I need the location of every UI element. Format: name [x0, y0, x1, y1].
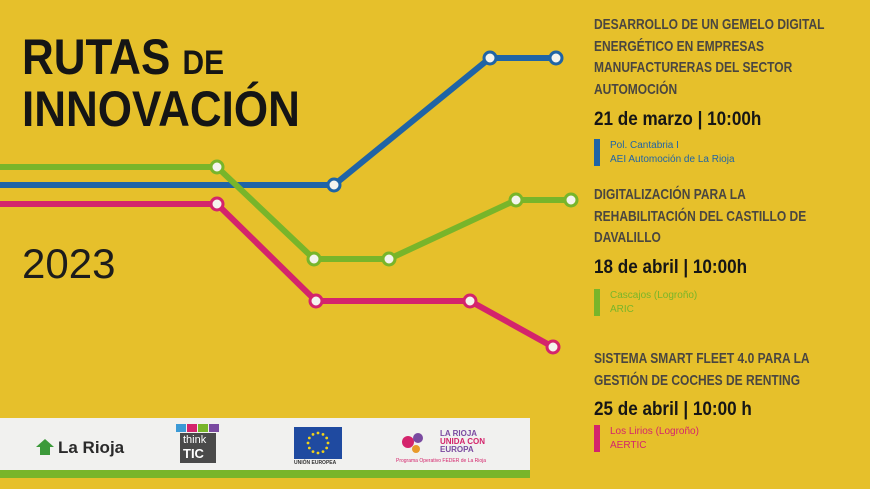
think-text: think [183, 434, 207, 446]
feder-logo: LA RIOJA UNIDA CON EUROPA [440, 430, 485, 454]
think-tic-logo: think TIC [176, 424, 220, 464]
title-connector: DE [182, 44, 225, 82]
stop [326, 177, 342, 193]
feder-caption: Programa Operativo FEDER de La Rioja [396, 458, 487, 464]
stop [381, 251, 397, 267]
event-place: Pol. Cantabria I [610, 140, 679, 151]
blue-route [0, 55, 556, 188]
green-route [0, 164, 571, 262]
feder-icon [402, 433, 423, 453]
event-title-line: DAVALILLO [594, 229, 661, 246]
event-title-line: REHABILITACIÓN DEL CASTILLO DE [594, 207, 807, 225]
title-line: INNOVACIÓN [22, 81, 300, 137]
event-title-line: GESTIÓN DE COCHES DE RENTING [594, 371, 801, 389]
title-part: RUTAS DE [22, 28, 224, 86]
event-color-bar [594, 425, 600, 452]
stop [306, 251, 322, 267]
year: 2023 [22, 240, 116, 287]
title-line: RUTAS [22, 29, 171, 85]
event-place: AEI Automoción de La Rioja [610, 153, 735, 165]
event-date: 21 de marzo | 10:00h [594, 109, 762, 130]
la-rioja-icon [36, 439, 54, 455]
stop [462, 293, 478, 309]
event-color-bar [594, 289, 600, 316]
event-color-bar [594, 139, 600, 166]
event-title-line: SISTEMA SMART FLEET 4.0 PARA LA [594, 350, 810, 367]
event-place: ARIC [610, 303, 634, 315]
event-title-line: MANUFACTURERAS DEL SECTOR [594, 59, 793, 76]
tic-text: TIC [183, 446, 204, 461]
event-title-line: ENERGÉTICO EN EMPRESAS [594, 37, 765, 55]
eu-flag [294, 427, 342, 459]
stop [209, 159, 225, 175]
la-rioja-logo: La Rioja [58, 438, 125, 457]
event-place: Cascajos (Logroño) [610, 290, 698, 301]
stop [563, 192, 579, 208]
feder-text: EUROPA [440, 445, 474, 454]
stop [308, 293, 324, 309]
feder-text: UNIDA CON [440, 437, 486, 446]
stop [508, 192, 524, 208]
eu-caption: UNIÓN EUROPEA [294, 460, 337, 466]
stop [482, 50, 498, 66]
event-place: Los Lirios (Logroño) [610, 426, 699, 437]
event-title-line: AUTOMOCIÓN [594, 80, 678, 98]
event-title-line: DESARROLLO DE UN GEMELO DIGITAL [594, 16, 825, 33]
event-date: 25 de abril | 10:00 h [594, 399, 752, 420]
event-title-line: DIGITALIZACIÓN PARA LA [594, 186, 746, 203]
event-date: 18 de abril | 10:00h [594, 257, 748, 278]
stop [545, 339, 561, 355]
logo-band [0, 418, 530, 470]
stop [209, 196, 225, 212]
logo-band-stripe [0, 470, 530, 478]
stop [548, 50, 564, 66]
feder-text: LA RIOJA [440, 429, 478, 438]
event-place: AERTIC [610, 439, 647, 451]
